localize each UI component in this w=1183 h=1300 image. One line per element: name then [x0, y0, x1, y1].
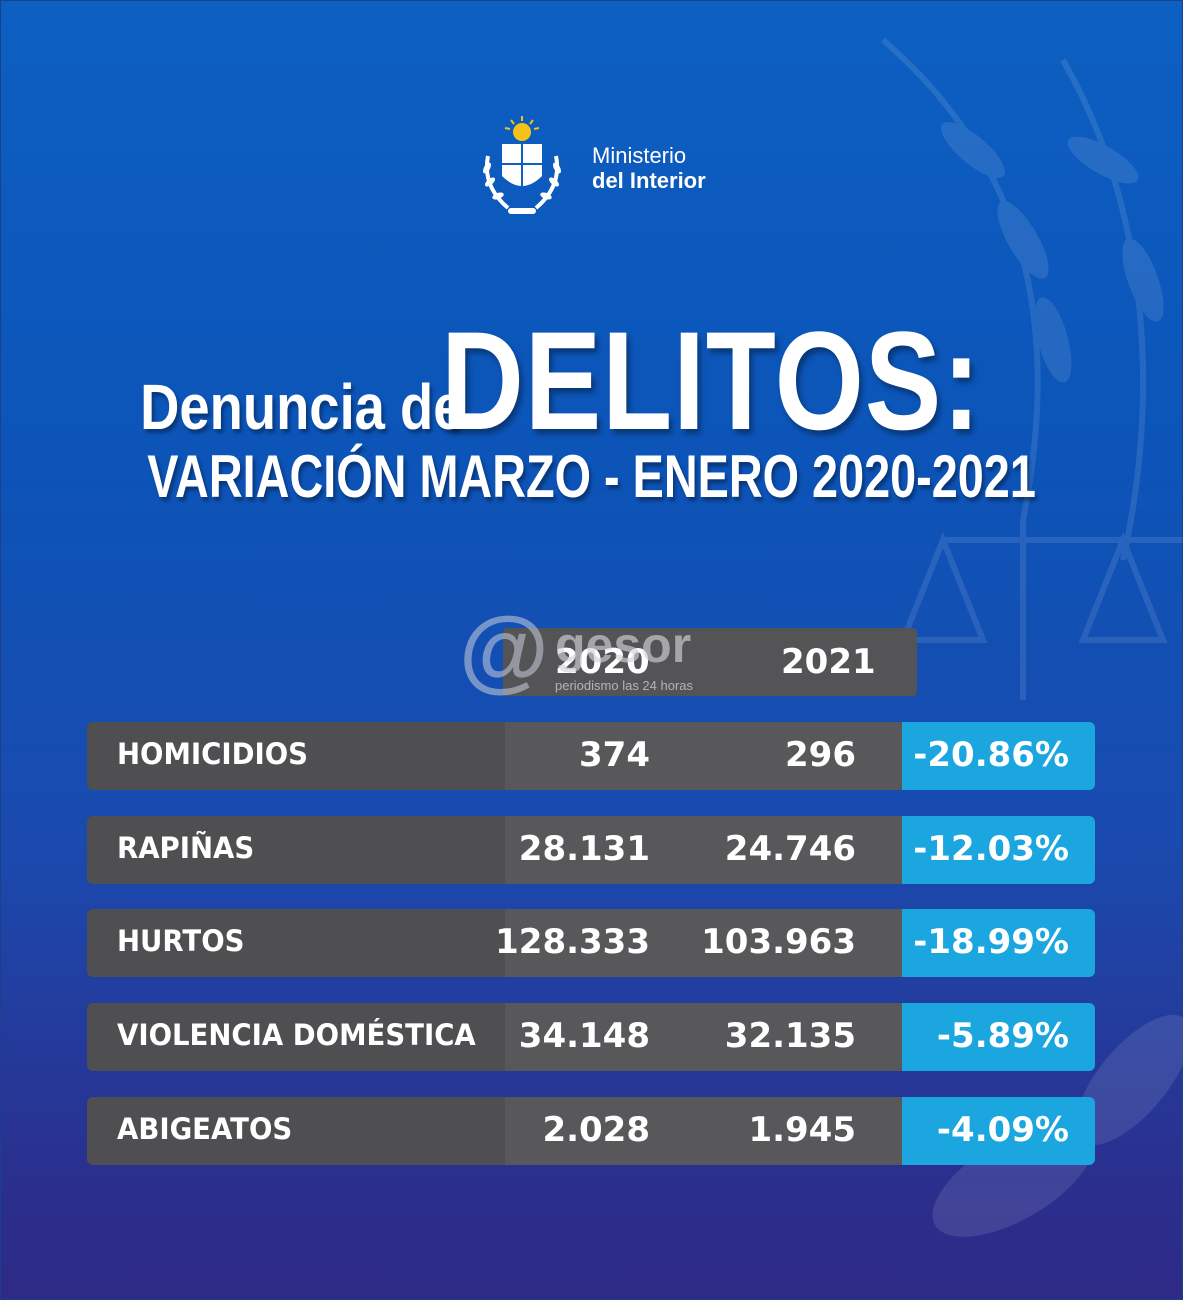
variation-value: -20.86%	[913, 735, 1069, 775]
table-row: RAPIÑAS 28.131 24.746 -12.03%	[87, 816, 1095, 884]
page-subtitle: VARIACIÓN MARZO - ENERO 2020-2021	[0, 442, 1183, 511]
ministry-line1: Ministerio	[592, 143, 687, 168]
title-main: DELITOS:	[440, 302, 982, 459]
row-label-cell: VIOLENCIA DOMÉSTICA	[87, 1003, 505, 1071]
value-2020: 374	[579, 735, 650, 775]
watermark-tagline: periodismo las 24 horas	[555, 678, 694, 693]
row-values-cell	[505, 722, 902, 790]
coat-of-arms-logo-icon	[483, 116, 561, 214]
variation-cell: -5.89%	[902, 1003, 1095, 1071]
variation-value: -18.99%	[913, 922, 1069, 962]
value-2021: 1.945	[748, 1110, 856, 1150]
watermark-name: gesor	[555, 617, 692, 673]
table-row: HOMICIDIOS 374 296 -20.86%	[87, 722, 1095, 790]
variation-value: -4.09%	[936, 1110, 1069, 1150]
row-values-cell	[505, 816, 902, 884]
value-2020: 28.131	[518, 829, 650, 869]
variation-cell: -18.99%	[902, 909, 1095, 977]
value-2020: 34.148	[518, 1016, 650, 1056]
row-values-cell	[505, 909, 902, 977]
ministry-line2: del Interior	[592, 168, 706, 193]
variation-cell: -20.86%	[902, 722, 1095, 790]
column-header-2020: 2020	[555, 642, 650, 682]
ministry-name: Ministerio del Interior	[592, 143, 706, 193]
variation-cell: -4.09%	[902, 1097, 1095, 1165]
watermark: @ gesor periodismo las 24 horas	[455, 600, 755, 700]
row-values-cell	[505, 1003, 902, 1071]
value-2021: 24.746	[724, 829, 856, 869]
table-row: ABIGEATOS 2.028 1.945 -4.09%	[87, 1097, 1095, 1165]
row-label: HOMICIDIOS	[117, 737, 308, 771]
table-row: HURTOS 128.333 103.963 -18.99%	[87, 909, 1095, 977]
subtitle-text: VARIACIÓN MARZO - ENERO 2020-2021	[147, 443, 1036, 510]
value-2021: 296	[785, 735, 856, 775]
row-values-cell	[505, 1097, 902, 1165]
value-2020: 128.333	[495, 922, 650, 962]
row-label-cell: ABIGEATOS	[87, 1097, 505, 1165]
row-label: HURTOS	[117, 924, 245, 958]
row-label: ABIGEATOS	[117, 1112, 293, 1146]
table-row: VIOLENCIA DOMÉSTICA 34.148 32.135 -5.89%	[87, 1003, 1095, 1071]
variation-value: -5.89%	[936, 1016, 1069, 1056]
variation-value: -12.03%	[913, 829, 1069, 869]
variation-cell: -12.03%	[902, 816, 1095, 884]
value-2020: 2.028	[542, 1110, 650, 1150]
value-2021: 103.963	[701, 922, 856, 962]
value-2021: 32.135	[724, 1016, 856, 1056]
row-label-cell: HOMICIDIOS	[87, 722, 505, 790]
page-title: Denuncia de DELITOS:	[0, 300, 1183, 462]
row-label: RAPIÑAS	[117, 831, 255, 865]
watermark-at-symbol: @	[459, 599, 549, 701]
row-label: VIOLENCIA DOMÉSTICA	[117, 1018, 476, 1052]
column-header: 2020 2021	[503, 628, 917, 696]
row-label-cell: HURTOS	[87, 909, 505, 977]
column-header-2021: 2021	[781, 642, 876, 682]
row-label-cell: RAPIÑAS	[87, 816, 505, 884]
title-prefix: Denuncia de	[140, 371, 464, 443]
